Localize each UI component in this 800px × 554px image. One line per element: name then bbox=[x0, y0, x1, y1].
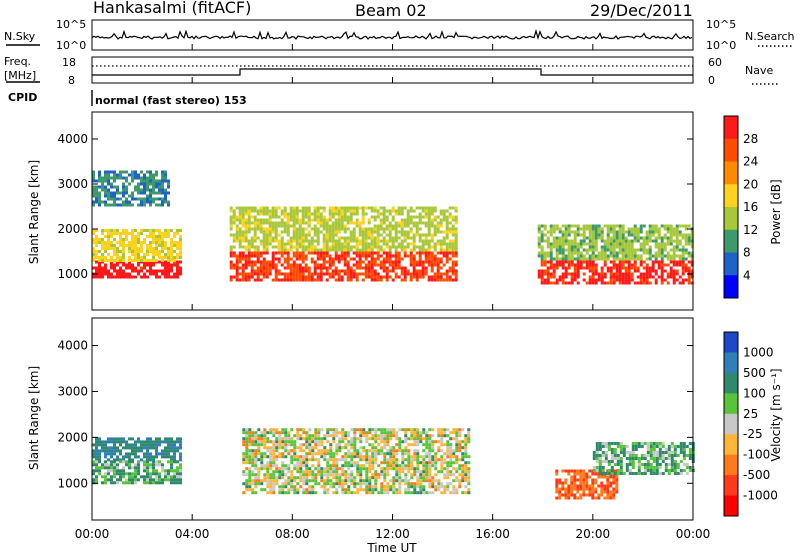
nave-label: Nave bbox=[745, 64, 773, 77]
power-region-4 bbox=[537, 260, 694, 285]
velocity-ytick-label: 3000 bbox=[57, 384, 88, 398]
velocity-yaxis: 4000 3000 2000 1000 bbox=[57, 339, 693, 490]
velocity-colorbar-segment bbox=[724, 352, 738, 374]
power-ytick-label: 4000 bbox=[57, 132, 88, 146]
power-ytick-label: 2000 bbox=[57, 222, 88, 236]
beam-title: Beam 02 bbox=[355, 1, 427, 20]
velocity-region-1 bbox=[92, 460, 182, 485]
power-colorbar-segment bbox=[724, 138, 738, 162]
freq-trace bbox=[92, 68, 693, 76]
nsky-left-tick-bottom: 10^0 bbox=[56, 39, 86, 52]
x-tick-label: 20:00 bbox=[576, 527, 611, 541]
velocity-colorbar-segment bbox=[724, 413, 738, 435]
nave-right-tick-top: 60 bbox=[708, 56, 722, 69]
velocity-colorbar-segment bbox=[724, 332, 738, 353]
velocity-colorbar-tick: 25 bbox=[743, 407, 758, 421]
velocity-colorbar-tick: 1000 bbox=[743, 345, 774, 359]
power-colorbar-segment bbox=[724, 275, 738, 299]
velocity-colorbar-tick: -500 bbox=[743, 468, 770, 482]
velocity-colorbar-tick: 100 bbox=[743, 386, 766, 400]
power-colorbar-tick: 28 bbox=[743, 132, 758, 146]
velocity-colorbar-segment bbox=[724, 434, 738, 456]
date-title: 29/Dec/2011 bbox=[590, 1, 693, 20]
power-colorbar-segment bbox=[724, 184, 738, 208]
velocity-colorbar-tick: 500 bbox=[743, 366, 766, 380]
velocity-colorbar-segment bbox=[724, 475, 738, 497]
cpid-text: normal (fast stereo) 153 bbox=[95, 94, 247, 107]
power-colorbar-label: Power [dB] bbox=[769, 179, 783, 244]
power-ylabel: Slant Range [km] bbox=[27, 160, 41, 264]
power-colorbar-frame bbox=[723, 115, 739, 299]
power-region-2 bbox=[229, 251, 458, 282]
x-axis-label: Time UT bbox=[366, 541, 417, 554]
x-tick-label: 00:00 bbox=[75, 527, 110, 541]
nsearch-label: N.Search bbox=[745, 30, 795, 43]
power-region-1 bbox=[92, 229, 182, 262]
power-colorbar-segment bbox=[724, 207, 738, 231]
freq-unit-label: [MHz] bbox=[4, 69, 36, 82]
freq-left-tick-top: 18 bbox=[62, 56, 76, 69]
station-title: Hankasalmi (fitACF) bbox=[93, 0, 251, 17]
power-colorbar: 28 24 20 16 12 8 4 bbox=[723, 115, 758, 299]
velocity-colorbar-segment bbox=[724, 372, 738, 394]
power-colorbar-segment bbox=[724, 116, 738, 140]
nsky-right-tick-bottom: 10^0 bbox=[706, 39, 736, 52]
x-tick-label: 04:00 bbox=[175, 527, 210, 541]
velocity-colorbar-segment bbox=[724, 454, 738, 476]
power-ytick-label: 1000 bbox=[57, 267, 88, 281]
power-heatmap bbox=[92, 170, 694, 285]
cpid-label: CPID bbox=[8, 91, 37, 104]
velocity-colorbar-label: Velocity [m s⁻¹] bbox=[769, 368, 783, 461]
freq-left-tick-bottom: 8 bbox=[68, 74, 75, 87]
power-colorbar-tick: 20 bbox=[743, 177, 758, 191]
power-colorbar-tick: 4 bbox=[743, 268, 751, 282]
power-region-3 bbox=[229, 206, 458, 252]
nsky-left-tick-top: 10^5 bbox=[56, 18, 86, 31]
nsky-trace bbox=[91, 28, 693, 40]
velocity-region-2 bbox=[242, 428, 471, 495]
velocity-ytick-label: 4000 bbox=[57, 339, 88, 353]
nsky-label: N.Sky bbox=[4, 30, 36, 43]
velocity-colorbar-tick: -100 bbox=[743, 448, 770, 462]
velocity-colorbar-tick: -25 bbox=[743, 427, 763, 441]
power-region-6 bbox=[92, 170, 170, 207]
velocity-colorbar: 1000 500 100 25 -25 -100 -500 -1000 bbox=[723, 331, 778, 517]
velocity-colorbar-tick: -1000 bbox=[743, 489, 778, 503]
x-tick-label: 12:00 bbox=[375, 527, 410, 541]
velocity-ytick-label: 2000 bbox=[57, 430, 88, 444]
velocity-colorbar-segment bbox=[724, 495, 738, 517]
velocity-colorbar-frame bbox=[723, 331, 739, 517]
power-colorbar-tick: 24 bbox=[743, 155, 758, 169]
x-axis: 00:00 04:00 08:00 12:00 16:00 20:00 00:00 bbox=[75, 44, 711, 541]
power-ytick-label: 3000 bbox=[57, 177, 88, 191]
power-region-5 bbox=[537, 224, 694, 261]
velocity-heatmap bbox=[92, 428, 695, 500]
velocity-ylabel: Slant Range [km] bbox=[27, 366, 41, 470]
velocity-region-0 bbox=[92, 437, 182, 462]
power-colorbar-tick: 8 bbox=[743, 246, 751, 260]
power-colorbar-tick: 12 bbox=[743, 223, 758, 237]
velocity-colorbar-segment bbox=[724, 393, 738, 415]
velocity-region-4 bbox=[592, 442, 695, 475]
x-tick-label: 08:00 bbox=[275, 527, 310, 541]
nave-right-tick-bottom: 0 bbox=[708, 74, 715, 87]
x-tick-label: 00:00 bbox=[676, 527, 711, 541]
nsky-right-tick-top: 10^5 bbox=[706, 18, 736, 31]
power-colorbar-tick: 16 bbox=[743, 200, 758, 214]
power-yaxis: 4000 3000 2000 1000 bbox=[57, 132, 693, 281]
velocity-ytick-label: 1000 bbox=[57, 476, 88, 490]
power-colorbar-segment bbox=[724, 229, 738, 253]
x-tick-label: 16:00 bbox=[475, 527, 510, 541]
freq-label: Freq. bbox=[4, 55, 31, 68]
power-colorbar-segment bbox=[724, 252, 738, 276]
power-region-0 bbox=[92, 260, 182, 279]
power-colorbar-segment bbox=[724, 161, 738, 185]
